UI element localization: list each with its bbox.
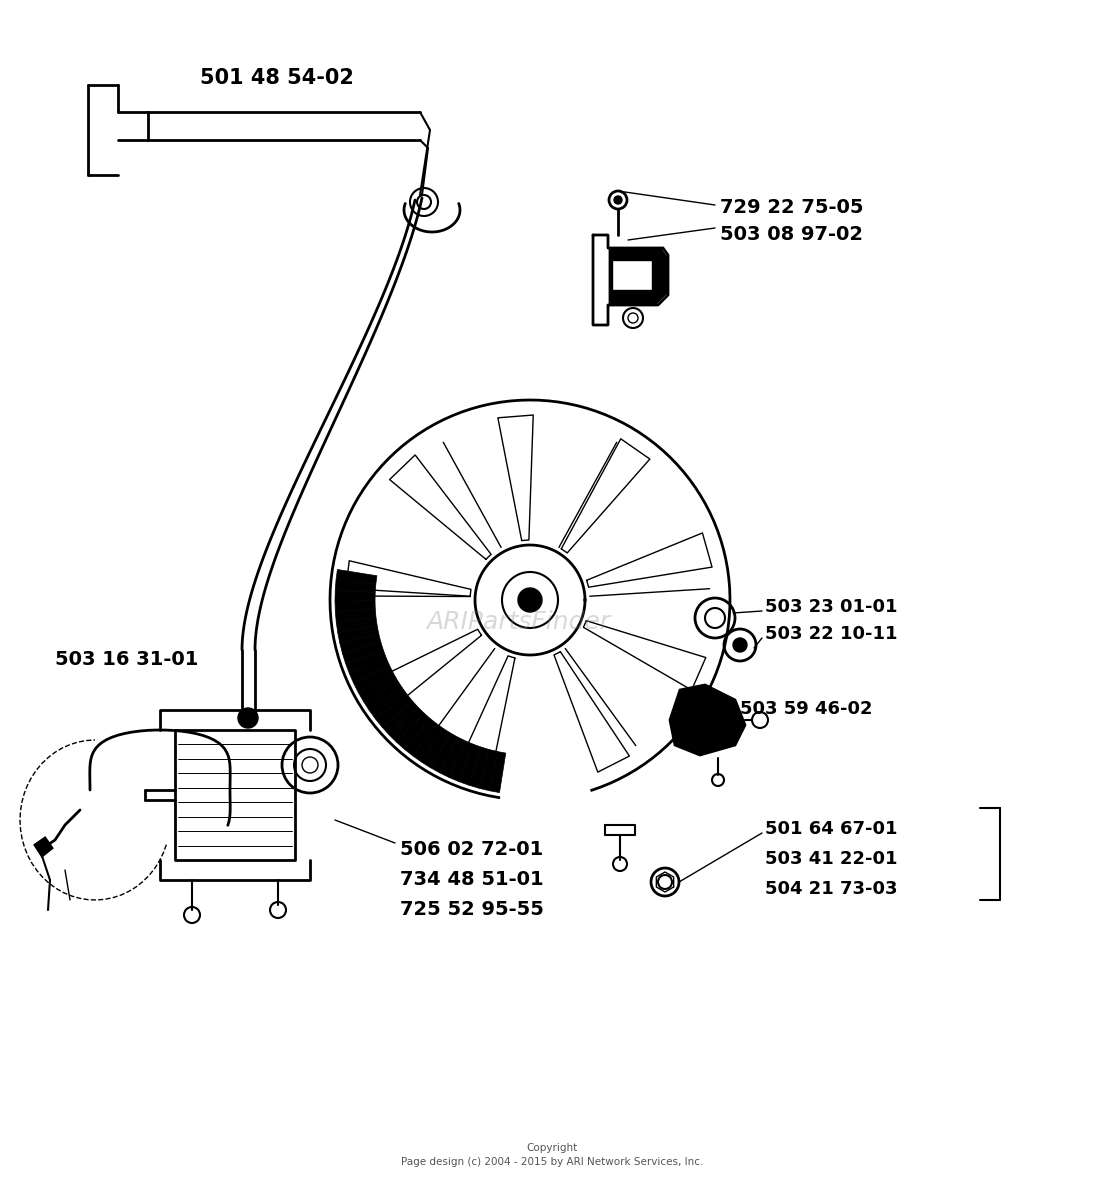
Polygon shape — [449, 741, 474, 781]
Text: 503 08 97-02: 503 08 97-02 — [720, 225, 863, 244]
Polygon shape — [611, 250, 666, 303]
Polygon shape — [336, 580, 375, 592]
Polygon shape — [35, 838, 52, 856]
Polygon shape — [342, 642, 383, 663]
Text: 729 22 75-05: 729 22 75-05 — [720, 198, 863, 217]
Polygon shape — [349, 658, 390, 683]
Circle shape — [623, 308, 643, 328]
Circle shape — [733, 638, 747, 652]
Text: 501 64 67-01: 501 64 67-01 — [765, 821, 898, 838]
Polygon shape — [489, 752, 506, 792]
Text: 504 21 73-03: 504 21 73-03 — [765, 880, 898, 897]
Text: 734 48 51-01: 734 48 51-01 — [400, 870, 543, 889]
Text: 501 48 54-02: 501 48 54-02 — [200, 67, 354, 88]
Text: 725 52 95-55: 725 52 95-55 — [400, 900, 544, 919]
Polygon shape — [340, 635, 381, 654]
Text: Copyright
Page design (c) 2004 - 2015 by ARI Network Services, Inc.: Copyright Page design (c) 2004 - 2015 by… — [401, 1143, 703, 1167]
Polygon shape — [479, 749, 498, 791]
Polygon shape — [389, 707, 424, 742]
Circle shape — [752, 712, 768, 728]
Polygon shape — [422, 729, 450, 767]
Text: 503 41 22-01: 503 41 22-01 — [765, 850, 898, 868]
Polygon shape — [335, 600, 375, 612]
Polygon shape — [358, 674, 397, 701]
Polygon shape — [346, 650, 386, 674]
Circle shape — [614, 197, 622, 204]
Polygon shape — [338, 626, 379, 643]
Polygon shape — [670, 686, 745, 755]
Text: 503 16 31-01: 503 16 31-01 — [55, 650, 199, 669]
Polygon shape — [413, 723, 444, 762]
Polygon shape — [335, 591, 375, 601]
Polygon shape — [337, 618, 378, 632]
Text: 503 22 10-11: 503 22 10-11 — [765, 625, 898, 643]
Polygon shape — [336, 570, 376, 584]
Circle shape — [238, 708, 258, 728]
Text: 506 02 72-01: 506 02 72-01 — [400, 839, 543, 860]
Polygon shape — [404, 719, 437, 755]
Polygon shape — [396, 713, 431, 749]
Polygon shape — [363, 681, 402, 710]
Polygon shape — [431, 733, 458, 773]
Polygon shape — [369, 688, 407, 719]
Bar — [612, 260, 652, 290]
Circle shape — [518, 588, 542, 612]
Polygon shape — [459, 745, 481, 785]
Polygon shape — [353, 665, 393, 693]
Polygon shape — [336, 610, 376, 622]
Text: 503 59 46-02: 503 59 46-02 — [740, 700, 872, 718]
Text: ARIPartsFinder: ARIPartsFinder — [427, 610, 611, 633]
Text: 503 23 01-01: 503 23 01-01 — [765, 598, 898, 616]
Polygon shape — [469, 747, 489, 789]
Polygon shape — [382, 701, 418, 735]
Polygon shape — [375, 695, 413, 727]
Polygon shape — [439, 738, 466, 778]
